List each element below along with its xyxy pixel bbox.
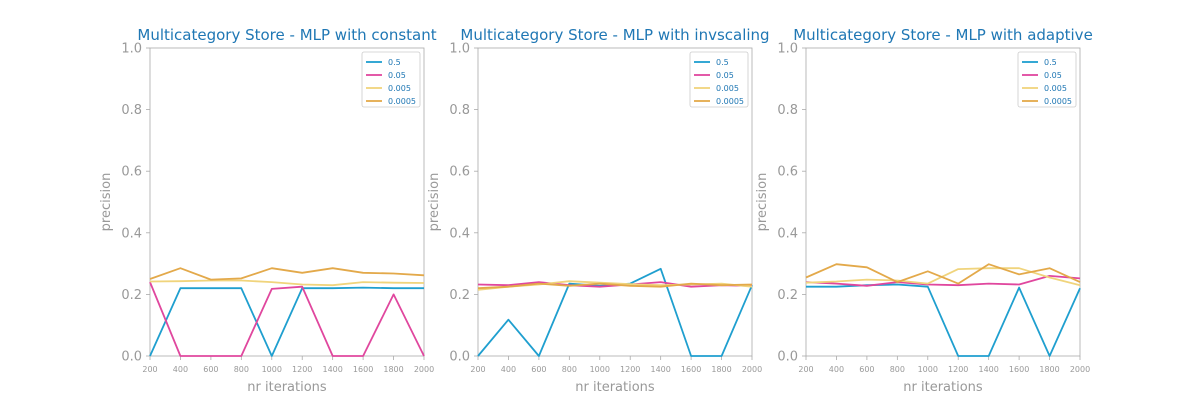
plot-frame bbox=[477, 47, 753, 357]
y-tick-label: 0.4 bbox=[777, 226, 798, 241]
subplot-1: Multicategory Store - MLP with constant 0… bbox=[99, 26, 437, 395]
legend-label: 0.0005 bbox=[716, 97, 744, 106]
legend-label: 0.0005 bbox=[1044, 97, 1072, 106]
x-tick-label: 2000 bbox=[1070, 365, 1090, 374]
x-tick-label: 200 bbox=[470, 365, 485, 374]
series-line-0.0005 bbox=[149, 267, 425, 281]
y-tick-label: 1.0 bbox=[777, 42, 798, 57]
x-tick-label: 1600 bbox=[681, 365, 701, 374]
y-tick-label: 0.0 bbox=[777, 350, 798, 365]
y-tick-label: 0.8 bbox=[777, 103, 798, 118]
y-tick-label: 0.2 bbox=[777, 288, 798, 303]
series-line-0.5 bbox=[477, 267, 753, 357]
legend-label: 0.05 bbox=[388, 71, 406, 80]
x-tick-label: 800 bbox=[562, 365, 577, 374]
chart-title: Multicategory Store - MLP with constant bbox=[137, 26, 436, 44]
x-tick-label: 1600 bbox=[1009, 365, 1029, 374]
series-line-0.005 bbox=[805, 267, 1081, 287]
y-axis-label: precision bbox=[755, 173, 770, 232]
y-axis-label: precision bbox=[427, 173, 442, 232]
y-tick-label: 1.0 bbox=[121, 42, 142, 57]
plot-frame bbox=[805, 47, 1081, 357]
x-tick-label: 1800 bbox=[1039, 365, 1059, 374]
x-tick-label: 1200 bbox=[292, 365, 312, 374]
chart-title: Multicategory Store - MLP with invscalin… bbox=[460, 26, 769, 44]
x-tick-label: 600 bbox=[203, 365, 218, 374]
legend-label: 0.5 bbox=[1044, 58, 1057, 67]
subplot-3: Multicategory Store - MLP with adaptive 0… bbox=[755, 26, 1093, 395]
x-tick-label: 400 bbox=[829, 365, 844, 374]
legend: 0.5 0.05 0.005 0.0005 bbox=[1017, 51, 1077, 108]
legend-label: 0.0005 bbox=[388, 97, 416, 106]
x-tick-label: 1800 bbox=[383, 365, 403, 374]
x-tick-label: 600 bbox=[531, 365, 546, 374]
subplot-2: Multicategory Store - MLP with invscalin… bbox=[427, 26, 770, 395]
x-tick-label: 400 bbox=[173, 365, 188, 374]
chart-title: Multicategory Store - MLP with adaptive bbox=[793, 26, 1093, 44]
series-line-0.5 bbox=[806, 283, 1081, 357]
legend-label: 0.005 bbox=[716, 84, 739, 93]
y-tick-label: 0.6 bbox=[777, 165, 798, 180]
legend-label: 0.05 bbox=[716, 71, 734, 80]
legend-label: 0.5 bbox=[388, 58, 401, 67]
y-tick-label: 0.6 bbox=[449, 165, 470, 180]
y-tick-label: 0.2 bbox=[449, 288, 470, 303]
series-line-0.05 bbox=[805, 274, 1081, 287]
plot-frame bbox=[149, 47, 425, 357]
legend-frame bbox=[689, 51, 749, 108]
series-line-0.005 bbox=[149, 279, 425, 287]
series-line-0.0005 bbox=[805, 263, 1081, 285]
x-tick-label: 800 bbox=[234, 365, 249, 374]
x-tick-label: 1400 bbox=[322, 365, 342, 374]
series-line-0.05 bbox=[149, 281, 425, 357]
legend-frame bbox=[1017, 51, 1077, 108]
x-axis-label: nr iterations bbox=[247, 380, 327, 395]
y-tick-label: 0.6 bbox=[121, 165, 142, 180]
legend: 0.5 0.05 0.005 0.0005 bbox=[361, 51, 421, 108]
y-tick-label: 0.4 bbox=[449, 226, 470, 241]
y-tick-label: 0.0 bbox=[121, 350, 142, 365]
y-tick-label: 0.8 bbox=[449, 103, 470, 118]
x-tick-label: 1200 bbox=[620, 365, 640, 374]
x-tick-label: 1400 bbox=[650, 365, 670, 374]
x-tick-label: 800 bbox=[890, 365, 905, 374]
x-tick-label: 2000 bbox=[414, 365, 434, 374]
x-tick-label: 200 bbox=[798, 365, 813, 374]
legend-label: 0.005 bbox=[1044, 84, 1067, 93]
legend-label: 0.05 bbox=[1044, 71, 1062, 80]
legend-frame bbox=[361, 51, 421, 108]
x-tick-label: 1400 bbox=[978, 365, 998, 374]
y-tick-label: 0.0 bbox=[449, 350, 470, 365]
y-tick-label: 0.4 bbox=[121, 226, 142, 241]
x-tick-label: 1000 bbox=[918, 365, 938, 374]
x-tick-label: 1000 bbox=[262, 365, 282, 374]
series-line-0.0005 bbox=[477, 282, 753, 290]
x-axis-label: nr iterations bbox=[575, 380, 655, 395]
y-tick-label: 0.8 bbox=[121, 103, 142, 118]
x-tick-label: 2000 bbox=[742, 365, 762, 374]
x-tick-label: 1200 bbox=[948, 365, 968, 374]
x-tick-label: 1600 bbox=[353, 365, 373, 374]
series-line-0.5 bbox=[149, 286, 424, 357]
legend: 0.5 0.05 0.005 0.0005 bbox=[689, 51, 749, 108]
x-tick-label: 1800 bbox=[711, 365, 731, 374]
y-tick-label: 0.2 bbox=[121, 288, 142, 303]
x-axis-label: nr iterations bbox=[903, 380, 983, 395]
x-tick-label: 600 bbox=[859, 365, 874, 374]
legend-label: 0.5 bbox=[716, 58, 729, 67]
x-tick-label: 400 bbox=[501, 365, 516, 374]
y-axis-label: precision bbox=[99, 173, 114, 232]
x-tick-label: 200 bbox=[142, 365, 157, 374]
x-tick-label: 1000 bbox=[590, 365, 610, 374]
y-tick-label: 1.0 bbox=[449, 42, 470, 57]
legend-label: 0.005 bbox=[388, 84, 411, 93]
